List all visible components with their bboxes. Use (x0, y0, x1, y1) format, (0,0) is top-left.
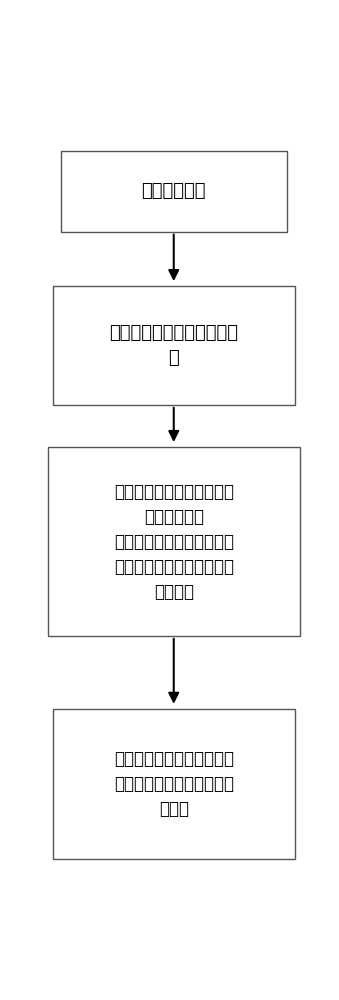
FancyBboxPatch shape (61, 151, 287, 232)
Text: 对工件图像进行预处理并分
块: 对工件图像进行预处理并分 块 (109, 324, 238, 367)
FancyBboxPatch shape (47, 447, 300, 636)
Text: 将计算得到的椭圆孔尺寸与
标准尺寸比照，判断工件是
否合格: 将计算得到的椭圆孔尺寸与 标准尺寸比照，判断工件是 否合格 (114, 750, 234, 818)
Text: 拍摄工件图像: 拍摄工件图像 (141, 182, 206, 200)
FancyBboxPatch shape (53, 286, 295, 405)
FancyBboxPatch shape (53, 709, 295, 859)
Text: 求解每块图像上的椭圆孔的
最大内切圆，
并根据最大内切圆计算出椭
圆孔的短半轴长、长半轴长
和倾斜角: 求解每块图像上的椭圆孔的 最大内切圆， 并根据最大内切圆计算出椭 圆孔的短半轴长… (114, 483, 234, 601)
